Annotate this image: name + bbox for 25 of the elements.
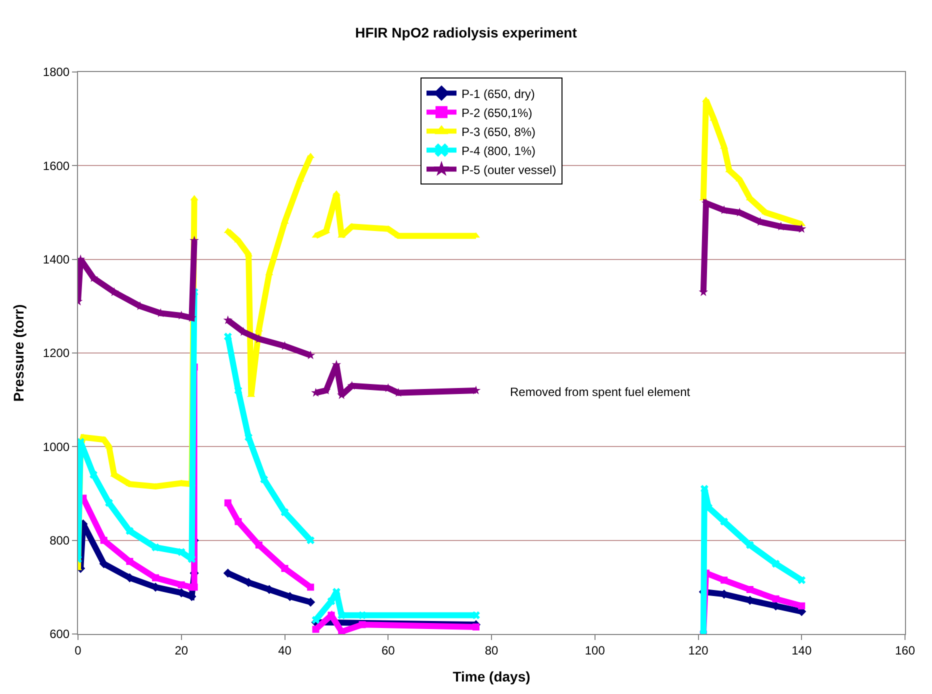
x-tick-label: 160	[894, 643, 916, 658]
legend-label: P-3 (650, 8%)	[462, 124, 536, 139]
x-tick-label: 120	[688, 643, 709, 658]
x-axis-title: Time (days)	[452, 668, 530, 685]
legend-label: P-5 (outer vessel)	[462, 162, 556, 177]
y-tick-label: 1000	[42, 440, 70, 454]
y-axis-title: Pressure (torr)	[10, 304, 26, 402]
x-tick-label: 80	[484, 643, 498, 658]
x-tick-label: 100	[584, 643, 606, 658]
x-tick-label: 0	[74, 643, 82, 658]
y-tick-label: 1800	[42, 65, 70, 80]
x-tick-label: 20	[174, 643, 188, 658]
x-tick-label: 60	[381, 643, 396, 658]
chart-title: HFIR NpO2 radiolysis experiment	[355, 24, 578, 41]
y-tick-label: 800	[50, 534, 70, 548]
legend-label: P-4 (800, 1%)	[462, 144, 536, 158]
y-tick-label: 1600	[42, 158, 70, 173]
x-tick-label: 40	[278, 643, 292, 658]
y-tick-label: 1200	[42, 346, 70, 360]
y-tick-label: 1400	[42, 252, 70, 267]
legend-label: P-1 (650, dry)	[462, 86, 535, 101]
legend-label: P-2 (650,1%)	[462, 106, 532, 120]
x-tick-label: 140	[792, 643, 812, 658]
annotation: Removed from spent fuel element	[510, 385, 691, 399]
y-tick-label: 600	[50, 627, 70, 642]
